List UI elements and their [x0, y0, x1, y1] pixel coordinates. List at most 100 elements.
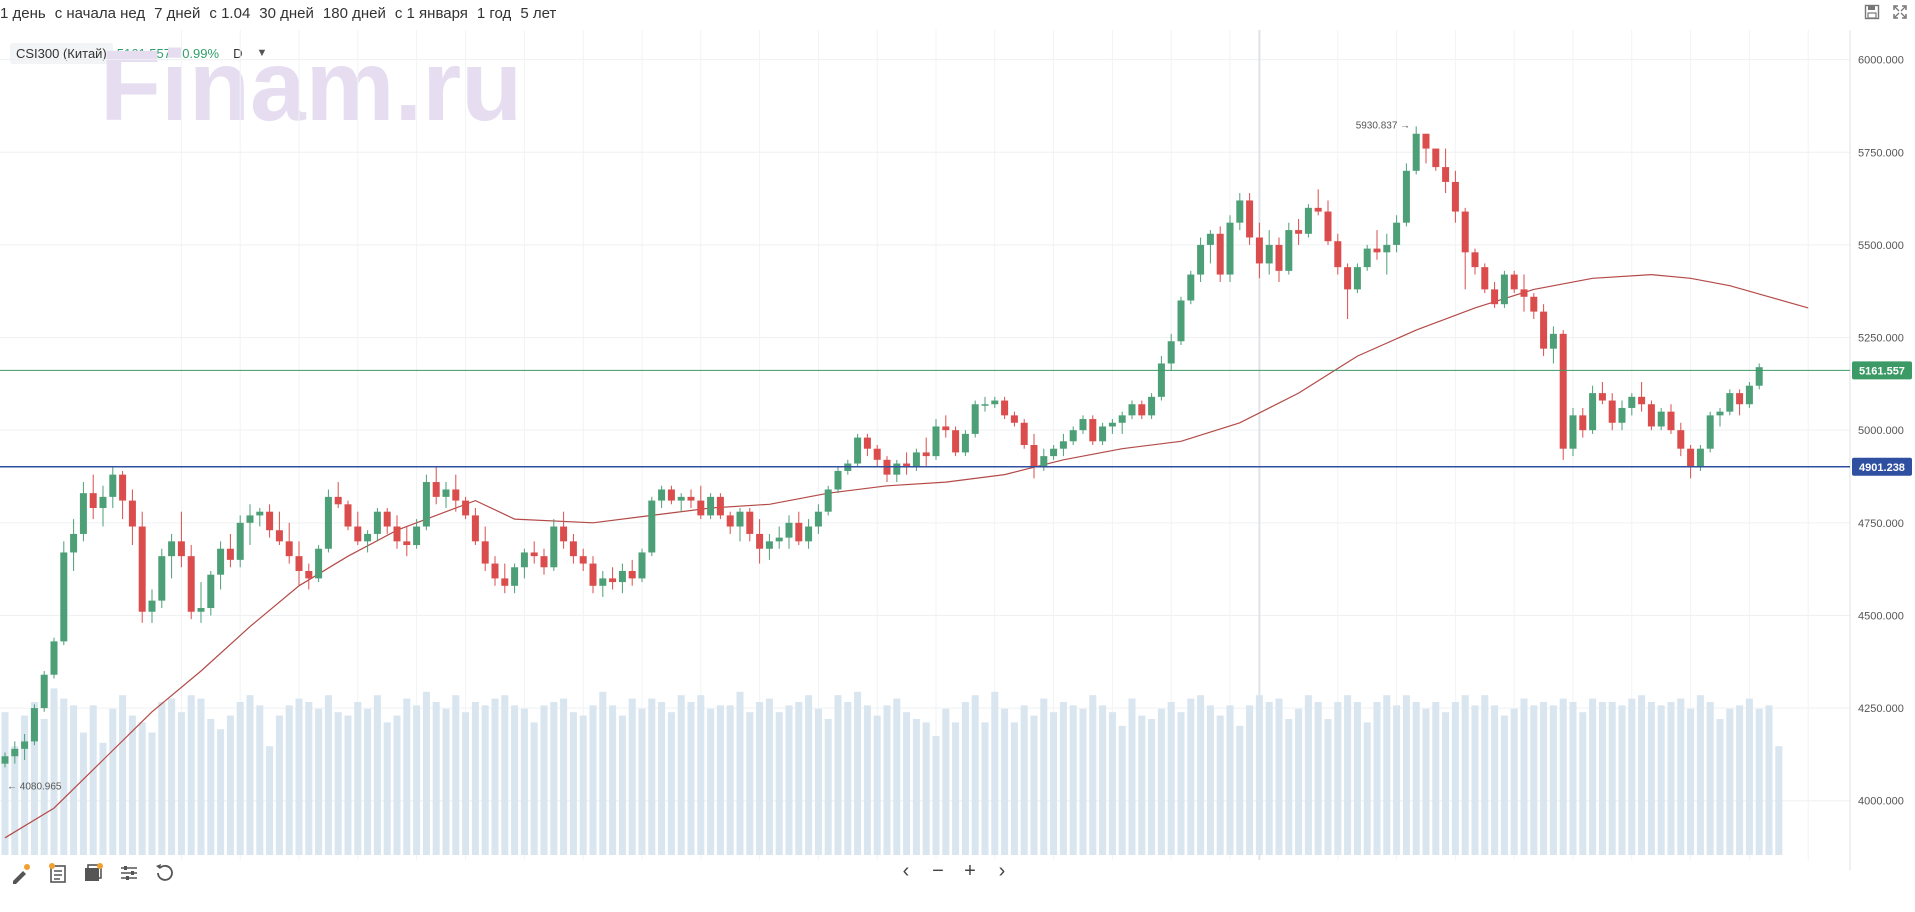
volume-bar [1442, 712, 1450, 855]
volume-bar [305, 702, 313, 855]
volume-bar [1393, 705, 1401, 855]
timeframe-label[interactable]: D [233, 45, 243, 61]
period-option[interactable]: 5 лет [520, 4, 557, 22]
candle [442, 482, 450, 508]
chevron-down-icon[interactable]: ▼ [256, 47, 268, 59]
candle [1069, 426, 1077, 445]
instrument-name[interactable]: CSI300 (Китай) [10, 42, 113, 64]
candle-body [1559, 333, 1567, 449]
volume-bar [403, 698, 411, 855]
candle-body [1745, 385, 1753, 405]
candle-body [1442, 167, 1450, 182]
reset-icon[interactable] [152, 860, 178, 886]
candle [128, 489, 136, 546]
volume-bar [1246, 705, 1254, 855]
candle-body [1255, 237, 1263, 264]
candle [21, 734, 29, 760]
candle-body [422, 482, 430, 527]
candle [432, 467, 440, 505]
save-icon[interactable] [1863, 3, 1881, 21]
volume-bar [1706, 702, 1714, 855]
candle [1010, 411, 1018, 427]
candle-body [177, 541, 185, 557]
candle [354, 511, 362, 546]
period-option[interactable]: 1 день [0, 4, 46, 22]
candle [1108, 419, 1116, 434]
volume-bar [1314, 702, 1322, 855]
volume-bar [1451, 702, 1459, 855]
volume-bar [1050, 712, 1058, 855]
volume-bar [1295, 708, 1303, 855]
volume-bar [716, 705, 724, 855]
volume-bar [1471, 705, 1479, 855]
period-option[interactable]: 180 дней [322, 4, 386, 22]
volume-bar [981, 722, 989, 855]
candle-body [462, 500, 470, 516]
volume-bar [471, 702, 479, 855]
period-option[interactable]: с 1.04 [209, 4, 251, 22]
candle [569, 533, 577, 564]
annotations: 5930.837 → ← 4080.965 [7, 120, 1410, 792]
scroll-right-icon[interactable]: › [998, 859, 1006, 882]
candle [1246, 193, 1254, 245]
volume-bar [893, 698, 901, 855]
scroll-left-icon[interactable]: ‹ [902, 859, 910, 882]
volume-bar [1157, 708, 1165, 855]
period-option[interactable]: с начала нед [54, 4, 146, 22]
indicators-icon[interactable] [44, 860, 70, 886]
candlestick-chart[interactable]: Finam.ru 5161.557 4901.238 4000.000 4250.0… [0, 30, 1915, 890]
volume-bar [168, 698, 176, 855]
volume-bar [60, 698, 68, 855]
candle [1471, 248, 1479, 275]
settings-sliders-icon[interactable] [116, 860, 142, 886]
candle-body [30, 708, 38, 742]
candle [187, 545, 195, 620]
candle [99, 485, 107, 527]
draw-tool-icon[interactable] [8, 860, 34, 886]
volume-bar [903, 712, 911, 855]
volume-bar [971, 695, 979, 855]
zoom-out-icon[interactable]: − [932, 859, 944, 882]
volume-bar [442, 708, 450, 855]
candle [275, 511, 283, 546]
candle [1618, 400, 1626, 431]
candle [1118, 411, 1126, 434]
candle-body [1295, 230, 1303, 234]
volume-bar [628, 698, 636, 855]
candle-body [354, 526, 362, 542]
candle [60, 541, 68, 646]
volume-bar [805, 695, 813, 855]
candle [305, 563, 313, 590]
volume-bar [1402, 695, 1410, 855]
volume-bar [883, 705, 891, 855]
candle [883, 456, 891, 483]
candle-body [1471, 252, 1479, 268]
candle [520, 548, 528, 579]
zoom-in-icon[interactable]: + [964, 859, 976, 882]
volume-bar [834, 695, 842, 855]
period-option[interactable]: 1 год [476, 4, 512, 22]
volume-bar [658, 702, 666, 855]
fullscreen-icon[interactable] [1891, 3, 1909, 21]
period-option[interactable]: 30 дней [259, 4, 314, 22]
candle [1569, 407, 1577, 457]
candle [168, 533, 176, 579]
candle-body [1079, 419, 1087, 431]
candle-body [1579, 415, 1587, 431]
compare-icon[interactable] [80, 860, 106, 886]
candle [1412, 126, 1420, 175]
period-option[interactable]: с 1 января [394, 4, 468, 22]
volume-bar [1598, 702, 1606, 855]
period-option[interactable]: 7 дней [154, 4, 201, 22]
candle [30, 704, 38, 746]
volume-bar [1108, 712, 1116, 855]
candle-body [667, 489, 675, 501]
bottom-toolbar [8, 860, 178, 886]
candle [1020, 419, 1028, 449]
volume-bar [1736, 705, 1744, 855]
volume-bar [1481, 695, 1489, 855]
candle-body [1481, 267, 1489, 290]
volume-bar [1, 712, 9, 855]
candle [1549, 326, 1557, 364]
volume-bar [1059, 702, 1067, 855]
